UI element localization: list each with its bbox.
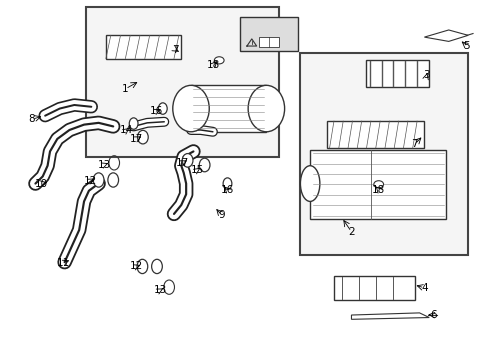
Ellipse shape <box>108 173 118 187</box>
FancyBboxPatch shape <box>309 150 446 219</box>
Text: 7: 7 <box>410 139 417 149</box>
Ellipse shape <box>223 178 231 189</box>
Ellipse shape <box>158 103 167 114</box>
FancyBboxPatch shape <box>191 85 266 132</box>
Ellipse shape <box>137 259 147 274</box>
Ellipse shape <box>137 130 148 144</box>
Ellipse shape <box>151 259 162 274</box>
Text: 9: 9 <box>218 210 224 220</box>
Text: 11: 11 <box>57 258 70 268</box>
Ellipse shape <box>129 118 138 129</box>
Text: 18: 18 <box>371 185 385 195</box>
Text: 3: 3 <box>423 69 429 80</box>
FancyBboxPatch shape <box>259 37 278 47</box>
Text: 12: 12 <box>130 261 143 271</box>
Ellipse shape <box>199 158 209 172</box>
Text: 17: 17 <box>130 134 143 144</box>
Text: 10: 10 <box>35 179 48 189</box>
Text: 18: 18 <box>207 60 220 69</box>
Text: 16: 16 <box>221 185 234 195</box>
Text: 2: 2 <box>347 227 354 237</box>
Ellipse shape <box>247 85 284 132</box>
Text: 6: 6 <box>429 310 436 320</box>
Circle shape <box>214 57 224 64</box>
Circle shape <box>373 181 383 188</box>
Text: 1: 1 <box>122 84 128 94</box>
Text: 14: 14 <box>120 125 133 135</box>
Text: 17: 17 <box>175 158 188 168</box>
FancyBboxPatch shape <box>334 276 414 300</box>
Text: 13: 13 <box>153 285 167 295</box>
Text: 15: 15 <box>190 165 203 175</box>
Ellipse shape <box>300 166 319 202</box>
Text: 5: 5 <box>463 41 469 51</box>
FancyBboxPatch shape <box>326 121 424 148</box>
Text: 13: 13 <box>98 159 111 170</box>
Ellipse shape <box>172 85 209 132</box>
FancyBboxPatch shape <box>300 53 467 255</box>
Ellipse shape <box>93 173 104 187</box>
Text: 16: 16 <box>149 107 163 116</box>
Text: 4: 4 <box>420 283 427 293</box>
FancyBboxPatch shape <box>86 7 278 157</box>
Polygon shape <box>424 30 467 41</box>
Text: 7: 7 <box>172 45 179 55</box>
Text: 8: 8 <box>29 114 35 124</box>
Polygon shape <box>351 313 428 319</box>
FancyBboxPatch shape <box>106 35 181 59</box>
Text: 12: 12 <box>83 176 97 186</box>
Ellipse shape <box>182 154 193 167</box>
FancyBboxPatch shape <box>239 18 297 51</box>
FancyBboxPatch shape <box>366 60 428 87</box>
